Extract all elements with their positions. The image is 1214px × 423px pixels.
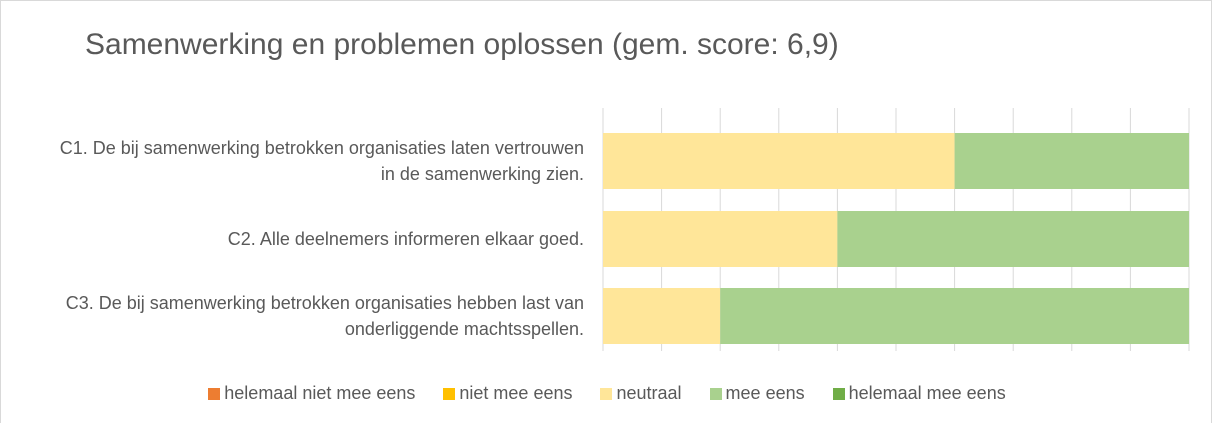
legend-swatch (443, 387, 456, 400)
category-label: C1. De bij samenwerking betrokken organi… (59, 138, 584, 184)
bar-segment (603, 288, 721, 344)
legend-swatch (208, 387, 221, 400)
bar-segment (954, 133, 1189, 189)
legend-label: helemaal niet mee eens (224, 383, 416, 403)
legend-item: helemaal mee eens (832, 383, 1006, 404)
bar-segment (603, 211, 838, 267)
legend-swatch (709, 387, 722, 400)
legend-item: mee eens (709, 383, 805, 404)
legend-swatch (600, 387, 613, 400)
legend-label: helemaal mee eens (848, 383, 1006, 403)
bar-segment (603, 133, 955, 189)
chart-title: Samenwerking en problemen oplossen (gem.… (85, 28, 839, 61)
legend-item: niet mee eens (443, 383, 572, 404)
category-label: C2. Alle deelnemers informeren elkaar go… (227, 229, 584, 249)
bar-segment (837, 211, 1189, 267)
bar-segment (720, 288, 1189, 344)
legend-swatch (832, 387, 845, 400)
legend-label: neutraal (616, 383, 682, 403)
legend-item: neutraal (600, 383, 682, 404)
legend-label: mee eens (725, 383, 805, 403)
legend-item: helemaal niet mee eens (208, 383, 415, 404)
legend: helemaal niet mee eens niet mee eens neutr… (0, 383, 1214, 404)
legend-label: niet mee eens (459, 383, 573, 403)
category-label: C3. De bij samenwerking betrokken organi… (65, 293, 584, 339)
